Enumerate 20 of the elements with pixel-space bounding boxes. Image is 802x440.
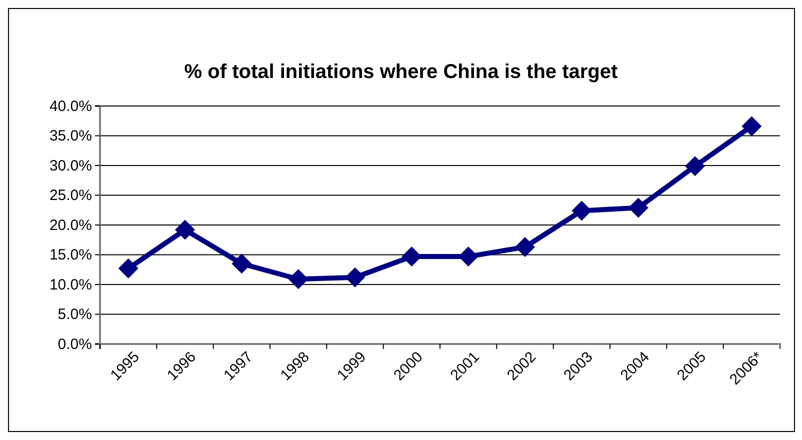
point bbox=[118, 258, 138, 278]
chart-title: % of total initiations where China is the target bbox=[184, 61, 618, 83]
point bbox=[232, 254, 252, 274]
y-tick-label: 30.0% bbox=[49, 157, 92, 174]
point bbox=[515, 237, 535, 258]
point bbox=[572, 200, 592, 221]
y-tick-label: 5.0% bbox=[58, 306, 92, 324]
y-tick-label: 35.0% bbox=[49, 128, 92, 145]
point bbox=[175, 220, 195, 240]
y-tick-label: 15.0% bbox=[49, 246, 92, 264]
y-tick-label: 40.0% bbox=[49, 98, 92, 115]
point bbox=[628, 198, 648, 218]
y-tick-label: 0.0% bbox=[58, 336, 92, 353]
y-tick-label: 10.0% bbox=[49, 276, 92, 294]
y-tick-label: 20.0% bbox=[49, 216, 92, 234]
point bbox=[288, 269, 308, 290]
y-tick-label: 25.0% bbox=[49, 187, 92, 204]
point bbox=[345, 267, 365, 288]
point bbox=[685, 156, 705, 176]
point bbox=[742, 116, 762, 136]
